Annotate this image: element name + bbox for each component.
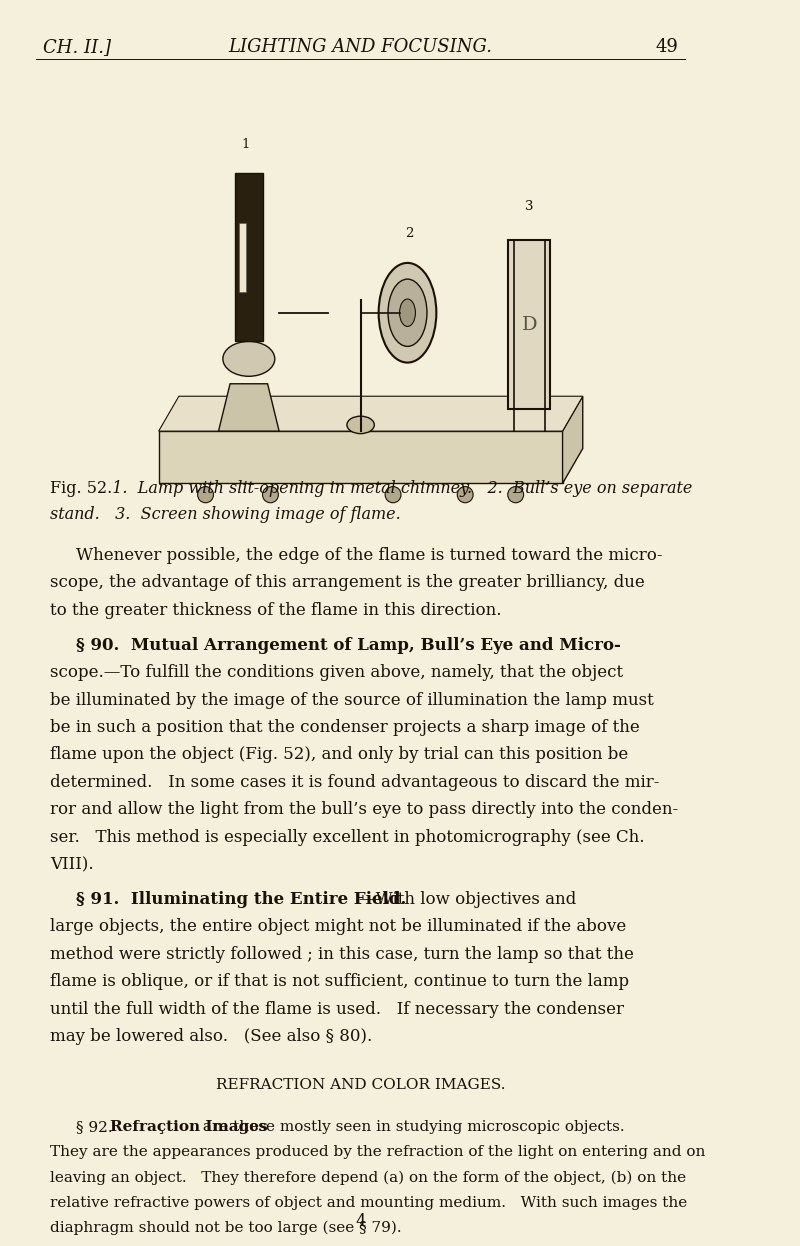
Polygon shape [562, 396, 582, 483]
Text: method were strictly followed ; in this case, turn the lamp so that the: method were strictly followed ; in this … [50, 946, 634, 963]
Text: § 90.  Mutual Arrangement of Lamp, Bull’s Eye and Micro-: § 90. Mutual Arrangement of Lamp, Bull’s… [76, 637, 621, 654]
Text: Whenever possible, the edge of the flame is turned toward the micro-: Whenever possible, the edge of the flame… [76, 547, 662, 564]
Text: VIII).: VIII). [50, 856, 94, 873]
Text: relative refractive powers of object and mounting medium.   With such images the: relative refractive powers of object and… [50, 1196, 688, 1210]
Text: are those mostly seen in studying microscopic objects.: are those mostly seen in studying micros… [198, 1120, 624, 1134]
Text: until the full width of the flame is used.   If necessary the condenser: until the full width of the flame is use… [50, 1001, 625, 1018]
Bar [239, 223, 246, 292]
Bar [235, 173, 262, 341]
Text: large objects, the entire object might not be illuminated if the above: large objects, the entire object might n… [50, 918, 626, 936]
Text: —With low objectives and: —With low objectives and [359, 891, 577, 908]
Text: 1.  Lamp with slit-opening in metal chimney.   2.  Bull’s eye on separate: 1. Lamp with slit-opening in metal chimn… [102, 480, 693, 497]
Text: to the greater thickness of the flame in this direction.: to the greater thickness of the flame in… [50, 602, 502, 619]
Text: flame upon the object (Fig. 52), and only by trial can this position be: flame upon the object (Fig. 52), and onl… [50, 746, 629, 764]
Text: Refraçtion Images: Refraçtion Images [110, 1120, 267, 1134]
Bar [509, 240, 550, 409]
Text: REFRACTION AND COLOR IMAGES.: REFRACTION AND COLOR IMAGES. [216, 1078, 506, 1091]
Text: § 91.  Illuminating the Entire Field.: § 91. Illuminating the Entire Field. [76, 891, 406, 908]
Text: ser.   This method is especially excellent in photomicrography (see Ch.: ser. This method is especially excellent… [50, 829, 645, 846]
Ellipse shape [508, 486, 524, 503]
Ellipse shape [347, 416, 374, 434]
Text: 49: 49 [655, 39, 678, 56]
Text: be in such a position that the condenser projects a sharp image of the: be in such a position that the condenser… [50, 719, 640, 736]
Text: 3: 3 [525, 201, 534, 213]
Ellipse shape [198, 486, 214, 503]
Text: They are the appearances produced by the refraction of the light on entering and: They are the appearances produced by the… [50, 1145, 706, 1159]
Text: LIGHTING AND FOCUSING.: LIGHTING AND FOCUSING. [229, 39, 493, 56]
Text: be illuminated by the image of the source of illumination the lamp must: be illuminated by the image of the sourc… [50, 692, 654, 709]
Ellipse shape [262, 486, 278, 503]
Ellipse shape [385, 486, 401, 503]
Text: leaving an object.   They therefore depend (a) on the form of the object, (b) on: leaving an object. They therefore depend… [50, 1170, 686, 1185]
Circle shape [388, 279, 427, 346]
Text: determined.   In some cases it is found advantageous to discard the mir-: determined. In some cases it is found ad… [50, 774, 660, 791]
Circle shape [399, 299, 415, 326]
Ellipse shape [458, 486, 473, 503]
Text: § 92.: § 92. [76, 1120, 122, 1134]
Text: stand.   3.  Screen showing image of flame.: stand. 3. Screen showing image of flame. [50, 506, 402, 523]
Text: 4: 4 [355, 1212, 366, 1230]
Polygon shape [158, 431, 562, 483]
Text: CH. II.]: CH. II.] [43, 39, 111, 56]
Text: scope.—To fulfill the conditions given above, namely, that the object: scope.—To fulfill the conditions given a… [50, 664, 624, 682]
Text: 1: 1 [241, 138, 250, 151]
Text: Fig. 52.: Fig. 52. [50, 480, 113, 497]
Text: flame is oblique, or if that is not sufficient, continue to turn the lamp: flame is oblique, or if that is not suff… [50, 973, 630, 991]
Ellipse shape [223, 341, 274, 376]
Text: D: D [522, 315, 537, 334]
Text: diaphragm should not be too large (see § 79).: diaphragm should not be too large (see §… [50, 1221, 402, 1235]
Text: 2: 2 [406, 228, 414, 240]
Polygon shape [218, 384, 279, 431]
Polygon shape [158, 396, 582, 431]
Text: may be lowered also.   (See also § 80).: may be lowered also. (See also § 80). [50, 1028, 373, 1045]
Circle shape [378, 263, 436, 363]
Text: scope, the advantage of this arrangement is the greater brilliancy, due: scope, the advantage of this arrangement… [50, 574, 646, 592]
Text: ror and allow the light from the bull’s eye to pass directly into the conden-: ror and allow the light from the bull’s … [50, 801, 678, 819]
